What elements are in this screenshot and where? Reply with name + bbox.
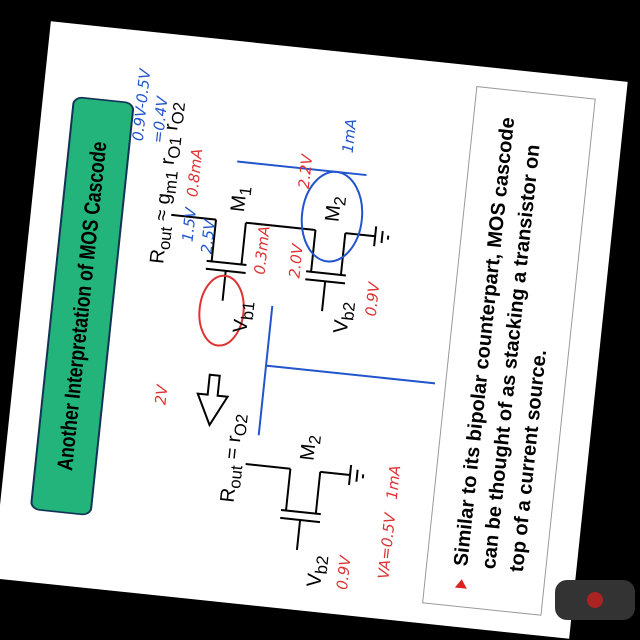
label-subscript: out (225, 464, 247, 490)
slide: Another Interpretation of MOS Cascode Ro… (0, 21, 628, 639)
handwritten-note: 1mA (338, 117, 361, 154)
handwritten-note: 2.5V (197, 218, 219, 255)
circuit-label: Vb2 (303, 554, 333, 589)
label-subscript: O2 (167, 101, 190, 126)
circuit-label: M2 (296, 433, 326, 462)
label-subscript: O2 (230, 413, 252, 438)
handwritten-note: 2.2V (294, 153, 317, 190)
label-subscript: 2 (305, 434, 325, 446)
presenter-controls[interactable] (550, 575, 640, 635)
label-text: M (321, 204, 346, 223)
circuit-label: M1 (227, 185, 257, 214)
circuit-label: Vb1 (229, 300, 259, 335)
handwritten-note: 2V (151, 384, 172, 406)
label-subscript: m1 (160, 169, 182, 195)
label-subscript: b2 (311, 554, 333, 576)
label-text: = r (220, 434, 246, 467)
circuit-label: M2 (321, 195, 351, 224)
circuit-drawing (171, 160, 436, 550)
handwritten-note: 0.9V (361, 281, 384, 318)
label-text: R (216, 486, 240, 504)
label-subscript: 2 (330, 195, 351, 207)
label-subscript: b1 (237, 300, 259, 322)
handwritten-note: 1mA (382, 464, 405, 501)
label-text: M (227, 194, 251, 213)
label-text: ≈ g (150, 192, 176, 228)
label-subscript: b2 (338, 301, 360, 322)
handwritten-note: 2.0V (285, 243, 307, 280)
label-text: R (146, 248, 170, 265)
handwritten-note: 1.5V (178, 206, 201, 243)
circuit-label: Vb2 (330, 300, 360, 335)
label-subscript: out (154, 225, 176, 251)
label-subscript: 1 (235, 185, 256, 197)
label-text: M (296, 442, 321, 462)
label-subscript: O1 (164, 135, 186, 160)
handwritten-note: 0.9V (333, 554, 355, 591)
